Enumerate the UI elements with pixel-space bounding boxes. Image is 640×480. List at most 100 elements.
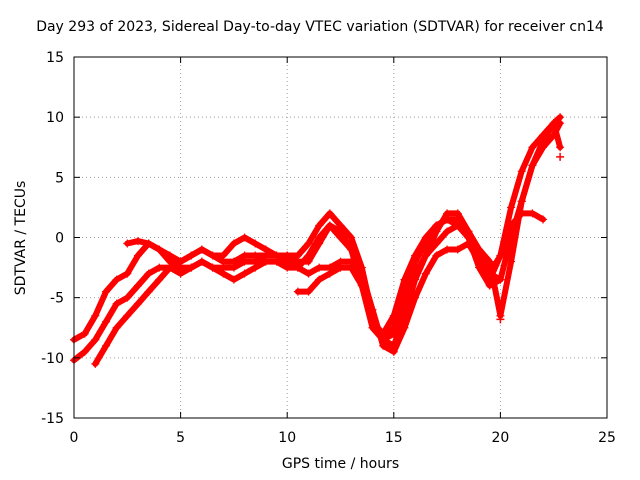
data-point-marker [315,263,324,272]
y-tick-label: 5 [55,170,64,186]
data-point-marker [507,257,516,266]
x-tick-label: 20 [491,430,509,446]
data-point-marker [336,221,345,230]
data-point-marker [155,263,164,272]
data-point-marker [91,335,100,344]
y-tick-label: -15 [41,411,64,427]
y-tick-label: -5 [50,291,64,307]
data-point-marker [304,239,313,248]
data-point-marker [112,275,121,284]
data-point-marker [496,251,505,260]
chart-title: Day 293 of 2023, Sidereal Day-to-day VTE… [36,19,604,35]
data-point-marker [133,237,142,246]
y-tick-label: 15 [46,50,64,66]
data-point-marker [432,251,441,260]
data-point-marker [251,239,260,248]
data-point-marker [283,263,292,272]
data-point-marker [272,251,281,260]
data-point-marker [453,209,462,218]
data-point-marker [144,287,153,296]
x-axis-label: GPS time / hours [281,456,400,472]
data-point-marker [165,263,174,272]
data-point-marker [187,263,196,272]
data-point-marker [485,275,494,284]
data-point-marker [411,269,420,278]
data-point-marker [517,197,526,206]
data-point-marker [208,263,217,272]
data-point-marker [123,239,132,248]
data-point-marker [496,315,505,324]
data-point-marker [219,269,228,278]
data-point-marker [528,161,537,170]
data-point-marker [432,221,441,230]
data-point-marker [496,275,505,284]
data-point-marker [556,113,565,122]
x-tick-label: 10 [278,430,296,446]
data-point-marker [304,287,313,296]
data-point-marker [539,137,548,146]
data-point-marker [347,263,356,272]
data-point-marker [421,251,430,260]
data-point-marker [389,329,398,338]
x-tick-label: 0 [70,430,79,446]
data-point-marker [464,233,473,242]
y-tick-label: 10 [46,110,64,126]
data-point-marker [432,239,441,248]
data-point-marker [379,335,388,344]
data-marks [70,113,565,368]
data-point-marker [240,269,249,278]
data-point-marker [443,245,452,254]
data-point-marker [165,251,174,260]
data-point-marker [475,257,484,266]
data-point-marker [325,209,334,218]
data-point-marker [357,269,366,278]
data-point-marker [133,299,142,308]
data-point-marker [325,269,334,278]
data-point-marker [347,245,356,254]
data-point-marker [528,143,537,152]
data-point-marker [304,269,313,278]
data-point-marker [411,251,420,260]
data-point-marker [197,245,206,254]
data-point-marker [240,233,249,242]
data-point-marker [187,251,196,260]
x-tick-label: 5 [176,430,185,446]
data-point-marker [144,239,153,248]
data-point-marker [155,275,164,284]
data-point-marker [304,257,313,266]
data-point-marker [133,251,142,260]
data-point-marker [357,281,366,290]
data-point-marker [325,221,334,230]
data-point-marker [453,245,462,254]
data-point-marker [80,329,89,338]
data-point-marker [347,233,356,242]
data-point-marker [229,239,238,248]
series-line [294,210,546,343]
data-point-marker [101,287,110,296]
data-point-marker [144,269,153,278]
data-point-marker [507,221,516,230]
data-point-marker [155,245,164,254]
data-point-marker [556,152,565,161]
data-point-marker [443,215,452,224]
data-point-marker [549,119,558,128]
data-point-marker [229,275,238,284]
data-point-marker [176,269,185,278]
series-track-5 [293,209,548,344]
data-point-marker [101,317,110,326]
data-point-marker [123,311,132,320]
data-point-marker [315,239,324,248]
data-point-marker [123,293,132,302]
y-axis-label: SDTVAR / TECUs [13,180,29,296]
data-point-marker [389,341,398,350]
data-point-marker [293,287,302,296]
data-point-marker [315,275,324,284]
data-point-marker [453,221,462,230]
y-tick-label: 0 [55,231,64,247]
data-point-marker [112,323,121,332]
data-point-marker [400,275,409,284]
data-point-marker [251,251,260,260]
x-tick-label: 25 [598,430,616,446]
data-point-marker [80,347,89,356]
